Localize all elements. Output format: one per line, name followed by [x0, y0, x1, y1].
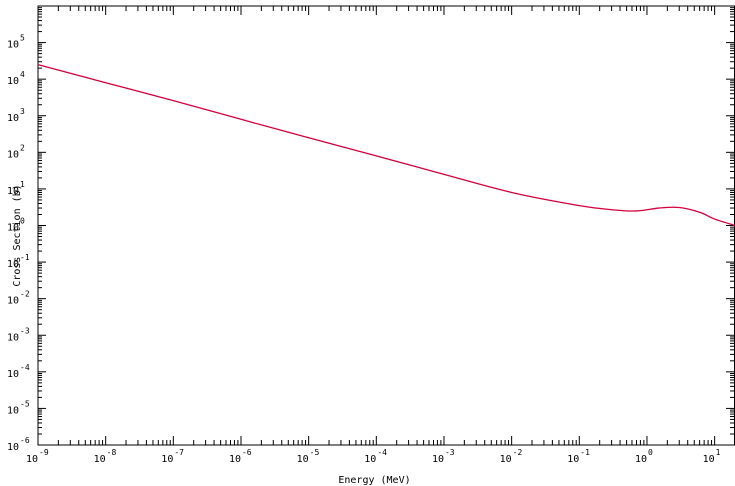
x-tick-label: 10	[567, 454, 579, 465]
x-tick-exponent: -5	[310, 448, 320, 457]
y-tick-exponent: 1	[20, 180, 25, 189]
y-tick-label: 10	[7, 76, 19, 87]
y-tick-label: 10	[7, 405, 19, 416]
x-tick-exponent: -1	[580, 448, 590, 457]
y-tick-exponent: 3	[20, 107, 25, 116]
y-tick-exponent: -1	[20, 253, 30, 262]
x-tick-label: 10	[161, 454, 173, 465]
y-tick-label: 10	[7, 113, 19, 124]
x-axis-title: Energy (MeV)	[338, 475, 410, 486]
x-tick-label: 10	[364, 454, 376, 465]
x-tick-label: 10	[432, 454, 444, 465]
y-tick-exponent: -2	[20, 290, 30, 299]
x-tick-exponent: -4	[377, 448, 387, 457]
x-tick-exponent: 1	[716, 448, 721, 457]
x-tick-label: 10	[500, 454, 512, 465]
y-tick-exponent: -5	[20, 399, 30, 408]
y-tick-label: 10	[7, 332, 19, 343]
y-tick-label: 10	[7, 40, 19, 51]
y-tick-exponent: 5	[20, 34, 25, 43]
y-tick-label: 10	[7, 296, 19, 307]
y-tick-label: 10	[7, 186, 19, 197]
y-tick-exponent: -6	[20, 436, 30, 445]
x-tick-label: 10	[703, 454, 715, 465]
y-tick-exponent: 2	[20, 143, 25, 152]
y-tick-exponent: -3	[20, 326, 30, 335]
series-line	[37, 63, 735, 227]
x-tick-exponent: -9	[39, 448, 49, 457]
y-tick-label: 10	[7, 442, 19, 453]
y-tick-label: 10	[7, 223, 19, 234]
plot-frame	[37, 5, 735, 446]
y-tick-exponent: 0	[20, 217, 25, 226]
y-tick-label: 10	[7, 149, 19, 160]
y-tick-exponent: 4	[20, 70, 25, 79]
x-tick-exponent: -8	[107, 448, 117, 457]
x-tick-label: 10	[229, 454, 241, 465]
x-tick-label: 10	[635, 454, 647, 465]
x-tick-label: 10	[297, 454, 309, 465]
y-axis-title: Cross Section (b)	[12, 184, 23, 286]
x-tick-exponent: -2	[513, 448, 523, 457]
x-tick-exponent: -7	[174, 448, 184, 457]
x-tick-exponent: -6	[242, 448, 252, 457]
x-tick-label: 10	[26, 454, 38, 465]
y-tick-exponent: -4	[20, 363, 30, 372]
x-tick-exponent: -3	[445, 448, 455, 457]
y-tick-label: 10	[7, 369, 19, 380]
x-tick-label: 10	[94, 454, 106, 465]
y-tick-label: 10	[7, 259, 19, 270]
x-tick-exponent: 0	[648, 448, 653, 457]
